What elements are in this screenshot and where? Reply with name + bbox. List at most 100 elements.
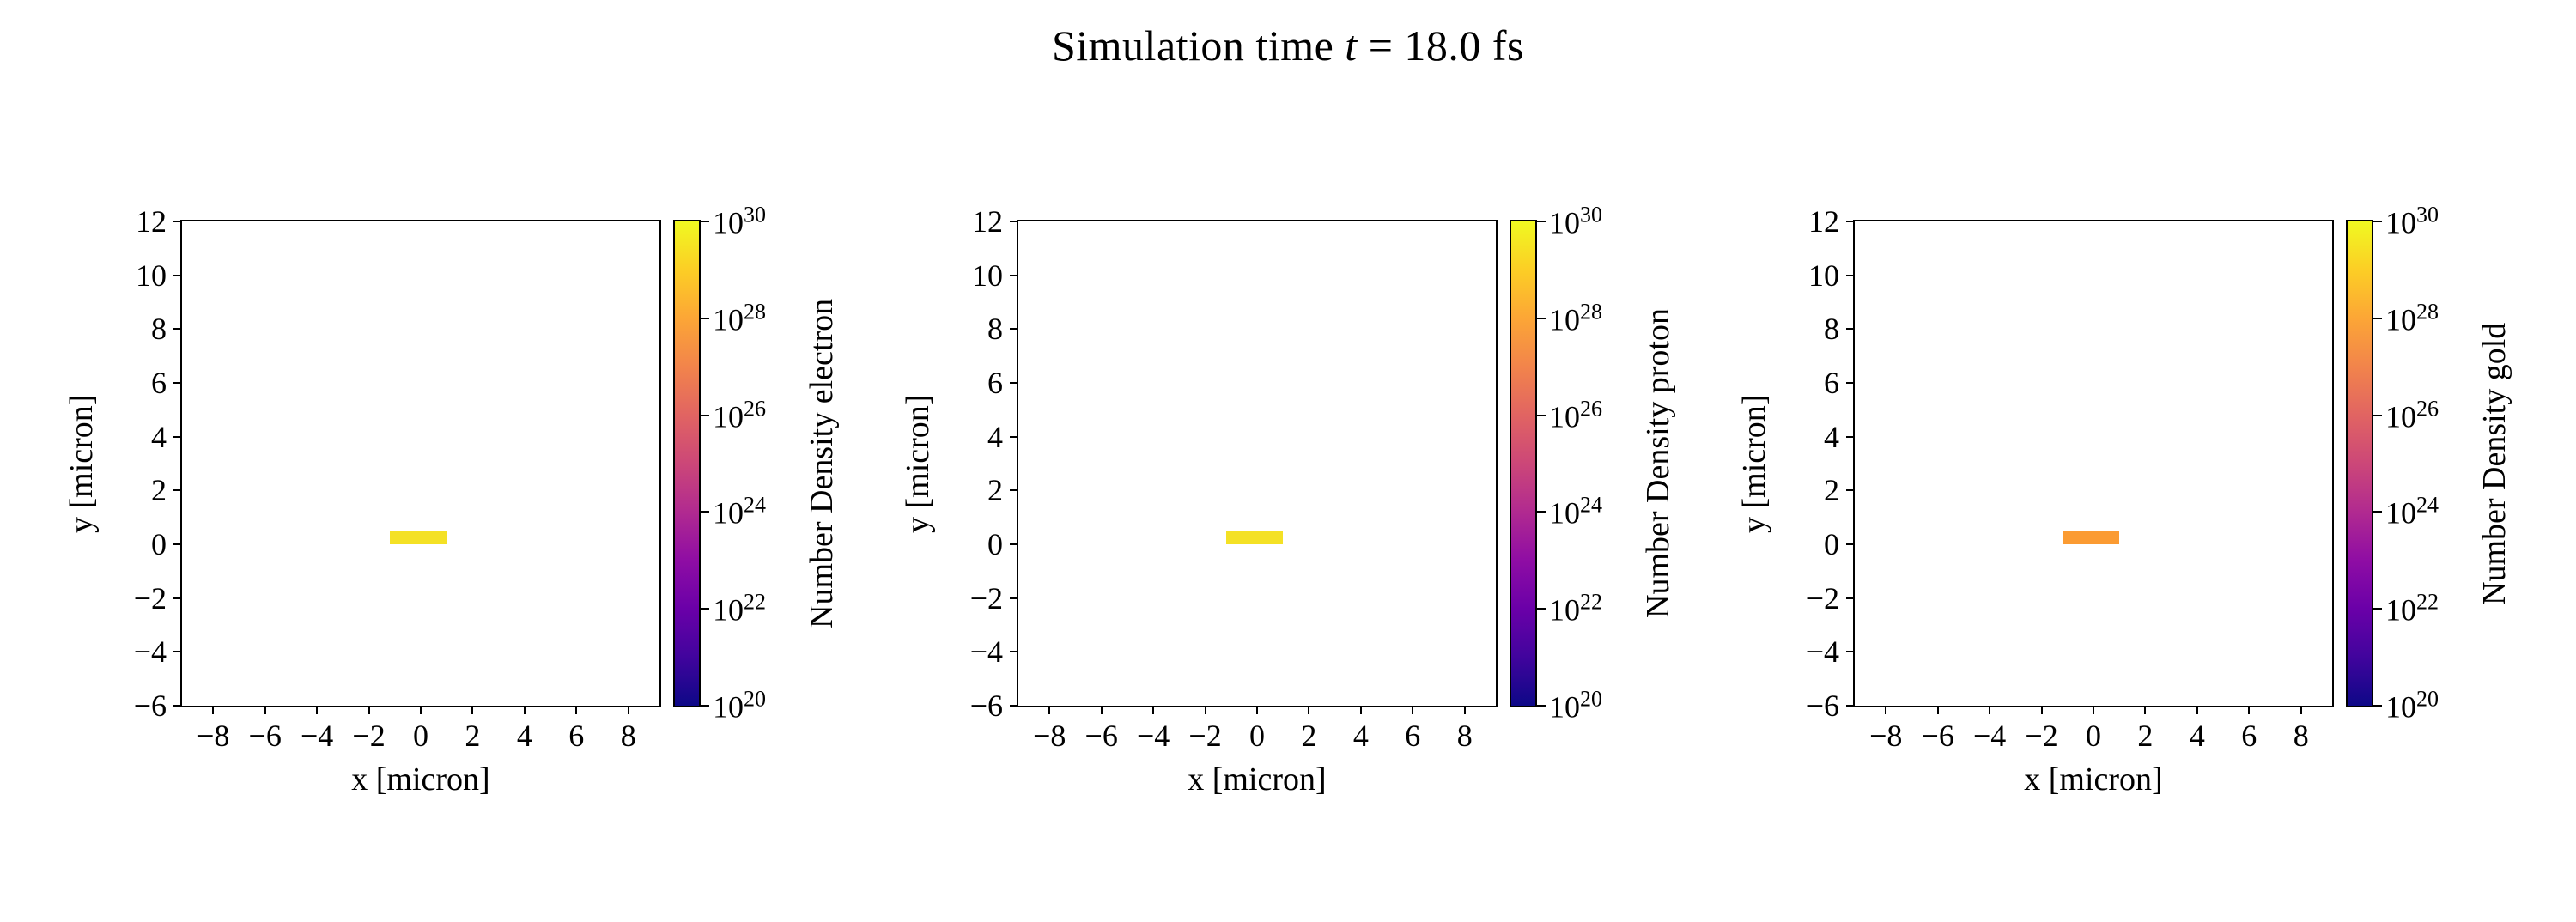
target-slab	[389, 531, 447, 544]
y-tick-label: −4	[969, 634, 1003, 670]
title-prefix: Simulation time	[1051, 21, 1346, 70]
y-tick-label: 10	[1808, 258, 1839, 293]
y-tick-label: −2	[1806, 580, 1839, 616]
y-tick-label: 4	[987, 419, 1003, 454]
y-tick-label: −6	[969, 688, 1003, 723]
y-tick-label: 10	[136, 258, 167, 293]
target-slab	[1225, 531, 1284, 544]
colorbar-tick-label: 1024	[713, 492, 766, 531]
y-tick-label: 2	[987, 473, 1003, 508]
x-tick-mark	[1204, 706, 1206, 714]
y-tick-mark	[173, 597, 182, 599]
x-tick-label: −6	[1084, 719, 1118, 753]
y-tick-label: 4	[151, 419, 167, 454]
colorbar-tick-mark	[1537, 608, 1546, 610]
y-tick-mark	[1010, 221, 1018, 222]
target-slab	[2062, 531, 2120, 544]
y-tick-label: 0	[1824, 527, 1839, 561]
colorbar-gold: 1020 1022 1024 1026 1028 1030	[2346, 203, 2439, 725]
x-tick-label: −4	[300, 719, 334, 753]
x-tick-mark	[1885, 706, 1887, 714]
x-tick-label: −8	[1869, 719, 1903, 753]
axes-column: −8 −6 −4 −2 0 2 4 6 8 −6 −4 −2 0 2 4 6 8 10 12 x [micron]	[134, 204, 661, 798]
x-tick-mark	[1359, 706, 1362, 714]
y-tick-label: 8	[1824, 312, 1839, 347]
y-tick-mark	[1846, 435, 1855, 438]
x-tick-label: 6	[568, 719, 585, 753]
y-tick-label: 10	[972, 258, 1003, 293]
x-tick-mark	[1412, 706, 1414, 714]
y-tick-mark	[1846, 651, 1855, 653]
y-tick-mark	[173, 489, 182, 492]
y-tick-label: −6	[133, 688, 167, 723]
y-tick-label: −2	[969, 580, 1003, 616]
colorbar-tick-mark	[2373, 317, 2382, 319]
subplot-electron-density: y [micron] −8 −6 −4 −2 0 2 4 6 8 −6 −4 −2 0 2 4 6 8 10 12 …	[62, 203, 841, 798]
x-tick-mark	[627, 706, 629, 714]
y-tick-mark	[173, 221, 182, 222]
y-tick-label: 12	[1808, 204, 1839, 239]
figure-title: Simulation time t = 18.0 fs	[0, 21, 2576, 70]
x-tick-mark	[1048, 706, 1051, 714]
y-tick-mark	[1010, 435, 1018, 438]
axes-proton: −8 −6 −4 −2 0 2 4 6 8 −6 −4 −2 0 2 4 6 8 10 12	[970, 204, 1498, 753]
colorbar-tick-mark	[1537, 511, 1546, 513]
colorbar-tick-label: 1024	[1549, 492, 1602, 531]
x-tick-mark	[575, 706, 578, 714]
x-tick-label: −8	[1033, 719, 1066, 753]
y-tick-mark	[173, 435, 182, 438]
y-tick-mark	[1010, 489, 1018, 492]
x-tick-mark	[523, 706, 526, 714]
y-tick-mark	[173, 651, 182, 653]
colorbar-tick-mark	[2373, 414, 2382, 416]
colorbar-tick-mark	[1537, 705, 1546, 707]
x-tick-label: 6	[2241, 719, 2257, 753]
x-tick-mark	[2144, 706, 2147, 714]
colorbar-proton: 1020 1022 1024 1026 1028 1030	[1510, 203, 1602, 725]
y-tick-label: 8	[151, 312, 167, 347]
x-tick-label: 4	[516, 719, 532, 753]
x-tick-label: −8	[197, 719, 230, 753]
subplot-proton-density: y [micron] −8 −6 −4 −2 0 2 4 6 8 −6 −4 −2 0 2 4 6 8 10 12 …	[898, 203, 1678, 798]
axes-column: −8 −6 −4 −2 0 2 4 6 8 −6 −4 −2 0 2 4 6 8 10 12 x [micron]	[1807, 204, 2334, 798]
x-axis-label: x [micron]	[2024, 761, 2163, 798]
colorbar-tick-label: 1024	[2385, 492, 2439, 531]
x-tick-mark	[1308, 706, 1310, 714]
x-tick-label: −2	[352, 719, 386, 753]
y-tick-mark	[1010, 651, 1018, 653]
x-tick-label: −2	[1188, 719, 1222, 753]
y-tick-mark	[1846, 705, 1855, 707]
colorbar-tick-label: 1022	[1549, 589, 1602, 628]
x-tick-label: −4	[1136, 719, 1170, 753]
y-tick-label: 12	[136, 204, 167, 239]
x-tick-mark	[2040, 706, 2043, 714]
y-tick-mark	[1010, 328, 1018, 331]
subplot-row: y [micron] −8 −6 −4 −2 0 2 4 6 8 −6 −4 −2 0 2 4 6 8 10 12 …	[0, 203, 2576, 798]
x-tick-label: −2	[2025, 719, 2058, 753]
colorbar-label-gold: Number Density gold	[2476, 322, 2512, 605]
y-tick-label: 0	[151, 527, 167, 561]
colorbar-tick-mark	[2373, 511, 2382, 513]
colorbar-tick-label: 1030	[2385, 202, 2439, 240]
colorbar-tick-label: 1028	[1549, 299, 1602, 337]
colorbar-tick-mark	[1537, 221, 1546, 222]
y-tick-label: 4	[1824, 419, 1839, 454]
y-tick-mark	[173, 705, 182, 707]
colorbar-tick-mark	[2373, 705, 2382, 707]
y-tick-label: 6	[1824, 366, 1839, 400]
x-tick-label: 2	[2137, 719, 2154, 753]
x-tick-mark	[471, 706, 474, 714]
x-axis-label: x [micron]	[1188, 761, 1327, 798]
x-tick-mark	[368, 706, 370, 714]
x-tick-label: 0	[413, 719, 428, 753]
x-tick-mark	[1989, 706, 1991, 714]
x-tick-mark	[264, 706, 266, 714]
colorbar-tick-mark	[1537, 414, 1546, 416]
colorbar-tick-label: 1022	[2385, 589, 2439, 628]
y-tick-label: 2	[151, 473, 167, 508]
x-tick-label: 4	[2189, 719, 2205, 753]
axes-gold: −8 −6 −4 −2 0 2 4 6 8 −6 −4 −2 0 2 4 6 8 10 12	[1807, 204, 2334, 753]
colorbar-tick-mark	[2373, 608, 2382, 610]
x-tick-mark	[2093, 706, 2094, 714]
y-tick-mark	[1010, 705, 1018, 707]
